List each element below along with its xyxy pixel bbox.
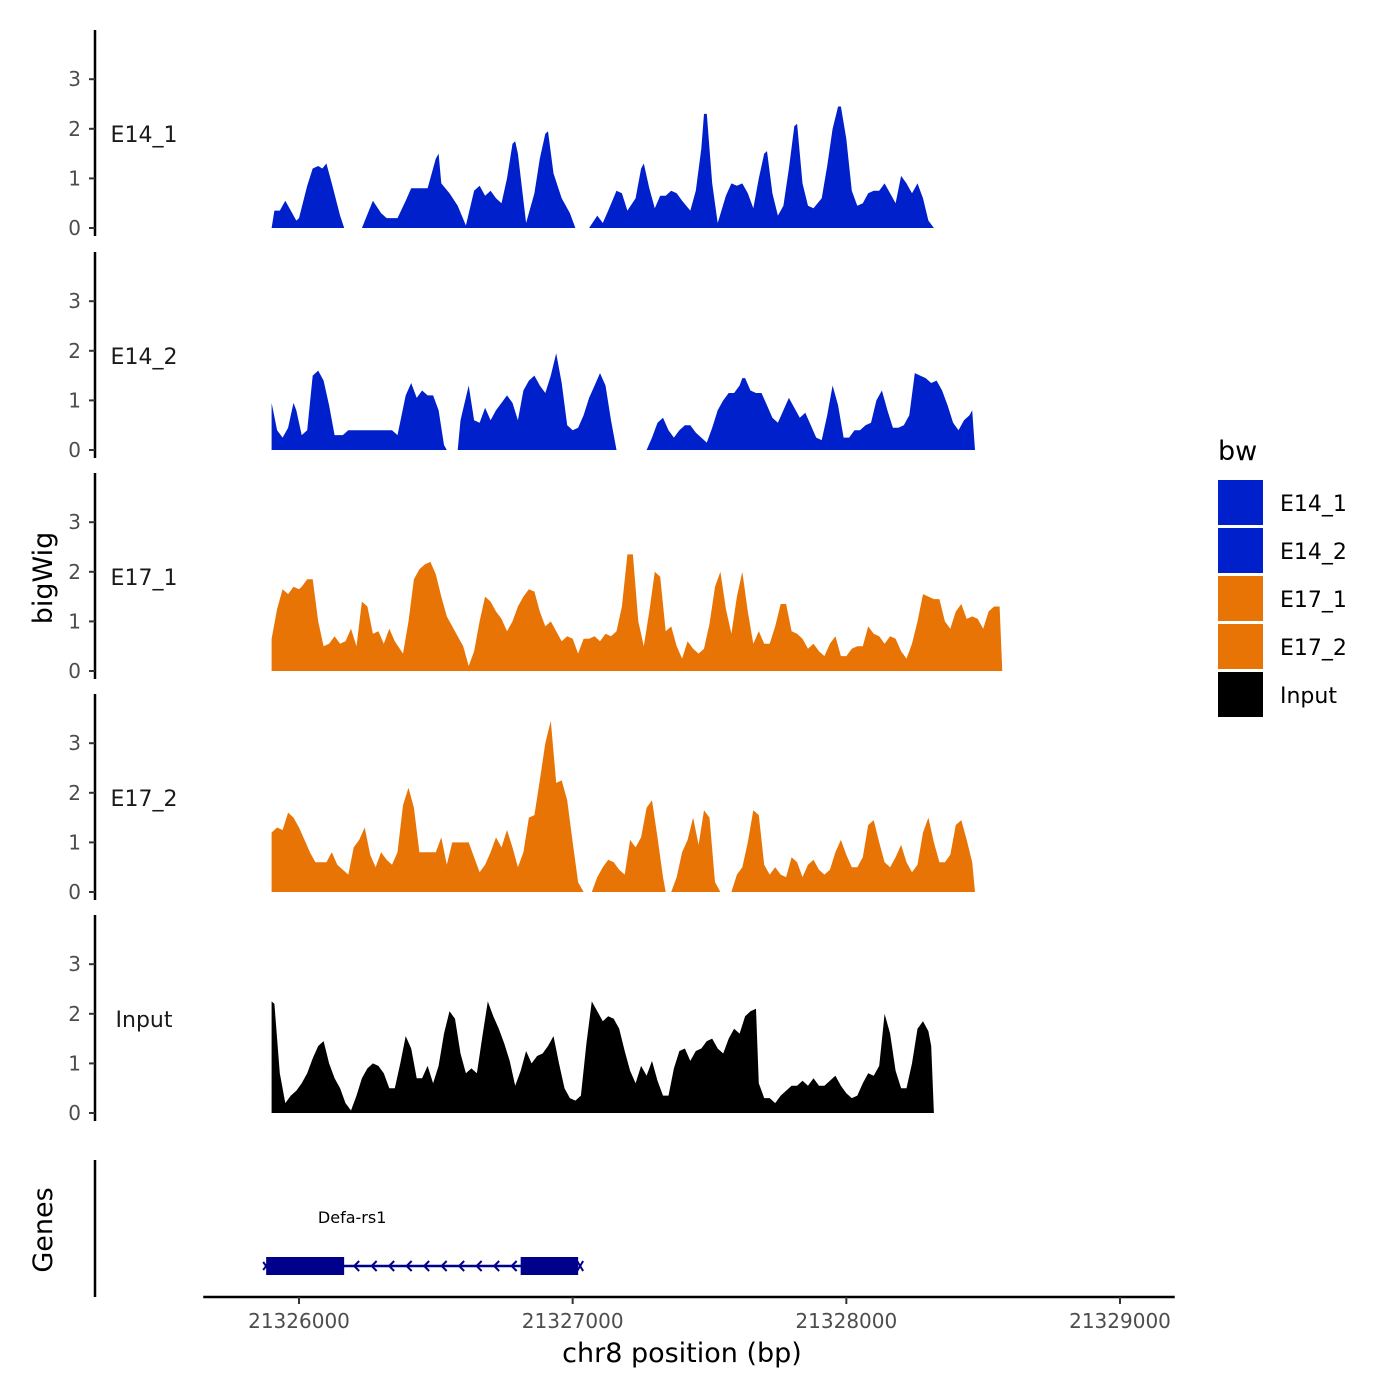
y-tick-label: 1 [68, 1051, 81, 1075]
legend-swatch-e17_1 [1218, 576, 1263, 621]
track-panel-e17_2: 0 1 2 3 E17_2 [68, 694, 975, 904]
gene-end-cap-icon [262, 1261, 270, 1271]
y-tick-label: 3 [68, 731, 81, 755]
x-tick-label: 21329000 [1069, 1309, 1171, 1333]
legend-label-e17_1: E17_1 [1280, 588, 1347, 613]
coverage-area-e17_1 [271, 554, 1003, 671]
y-tick-label: 0 [68, 659, 81, 683]
coverage-area-e17_2 [591, 800, 666, 892]
legend-swatch-e17_2 [1218, 624, 1263, 669]
x-tick-label: 21327000 [522, 1309, 624, 1333]
y-tick-label: 3 [68, 67, 81, 91]
y-tick-label: 2 [68, 1002, 81, 1026]
track-label: Input [116, 1008, 173, 1033]
y-tick-label: 1 [68, 388, 81, 412]
coverage-area-e14_1 [271, 163, 345, 228]
legend-label-e14_1: E14_1 [1280, 492, 1347, 517]
y-tick-label: 1 [68, 166, 81, 190]
gene-track-panel: Defa-rs1 [93, 1160, 584, 1297]
coverage-area-e14_2 [271, 370, 447, 450]
track-label: E17_2 [111, 787, 178, 812]
y-tick-label: 1 [68, 830, 81, 854]
gene-end-cap-icon [576, 1260, 584, 1272]
legend-label-input: Input [1280, 684, 1337, 709]
coverage-area-e17_2 [271, 720, 584, 892]
track-panel-e14_1: 0 1 2 3 E14_1 [68, 30, 934, 240]
strand-arrow-icon [440, 1260, 448, 1272]
track-panel-input: 0 1 2 3 Input [68, 915, 934, 1125]
coverage-area-e14_2 [646, 373, 975, 450]
y-tick-label: 0 [68, 438, 81, 462]
coverage-area-e14_1 [589, 106, 934, 228]
y-tick-label: 2 [68, 117, 81, 141]
strand-arrow-icon [457, 1260, 465, 1272]
legend-title: bw [1218, 436, 1257, 467]
strand-arrow-icon [405, 1260, 413, 1272]
y-tick-label: 0 [68, 1101, 81, 1125]
gene-name-label: Defa-rs1 [318, 1208, 386, 1227]
y-tick-label: 2 [68, 781, 81, 805]
strand-arrow-icon [422, 1260, 430, 1272]
y-axis-title-bigwig: bigWig [28, 532, 59, 625]
x-tick-label: 21328000 [795, 1309, 897, 1333]
coverage-area-e14_1 [361, 131, 576, 228]
strand-arrow-icon [352, 1260, 360, 1272]
coverage-area-input [271, 1001, 934, 1113]
strand-arrow-icon [370, 1260, 378, 1272]
legend-swatch-input [1218, 672, 1263, 717]
y-tick-label: 1 [68, 609, 81, 633]
y-tick-label: 3 [68, 289, 81, 313]
y-tick-label: 3 [68, 510, 81, 534]
legend-swatch-e14_1 [1218, 480, 1263, 525]
strand-arrow-icon [510, 1260, 518, 1272]
y-tick-label: 2 [68, 560, 81, 584]
legend-label-e17_2: E17_2 [1280, 636, 1347, 661]
track-label: E17_1 [111, 566, 178, 591]
coverage-area-e17_2 [671, 810, 721, 892]
x-tick-label: 21326000 [248, 1309, 350, 1333]
strand-arrow-icon [475, 1260, 483, 1272]
track-panel-e14_2: 0 1 2 3 E14_2 [68, 252, 975, 462]
track-panels: 0 1 2 3 E14_1 0 1 2 3 E14_2 0 1 2 3 E17_1 0 1 2 3 E17_2 0 1 2 3… [68, 30, 1003, 1125]
legend-label-e14_2: E14_2 [1280, 540, 1347, 565]
x-axis-title: chr8 position (bp) [562, 1338, 802, 1369]
y-tick-label: 0 [68, 216, 81, 240]
strand-arrow-icon [492, 1260, 500, 1272]
legend-swatch-e14_2 [1218, 528, 1263, 573]
strand-arrow-icon [387, 1260, 395, 1272]
track-panel-e17_1: 0 1 2 3 E17_1 [68, 473, 1003, 683]
gene-exon-block [520, 1257, 579, 1275]
track-label: E14_1 [111, 123, 178, 148]
y-tick-label: 0 [68, 880, 81, 904]
gene-exon-block [266, 1257, 345, 1275]
y-tick-label: 3 [68, 952, 81, 976]
y-tick-label: 2 [68, 339, 81, 363]
coverage-area-e14_2 [457, 353, 617, 450]
y-axis-title-genes: Genes [28, 1187, 59, 1272]
x-axis: 21326000 21327000 21328000 21329000 [203, 1295, 1175, 1333]
track-label: E14_2 [111, 345, 178, 370]
legend: bw E14_1 E14_2 E17_1 E17_2 Input [1218, 436, 1347, 717]
coverage-area-e17_2 [731, 810, 975, 892]
